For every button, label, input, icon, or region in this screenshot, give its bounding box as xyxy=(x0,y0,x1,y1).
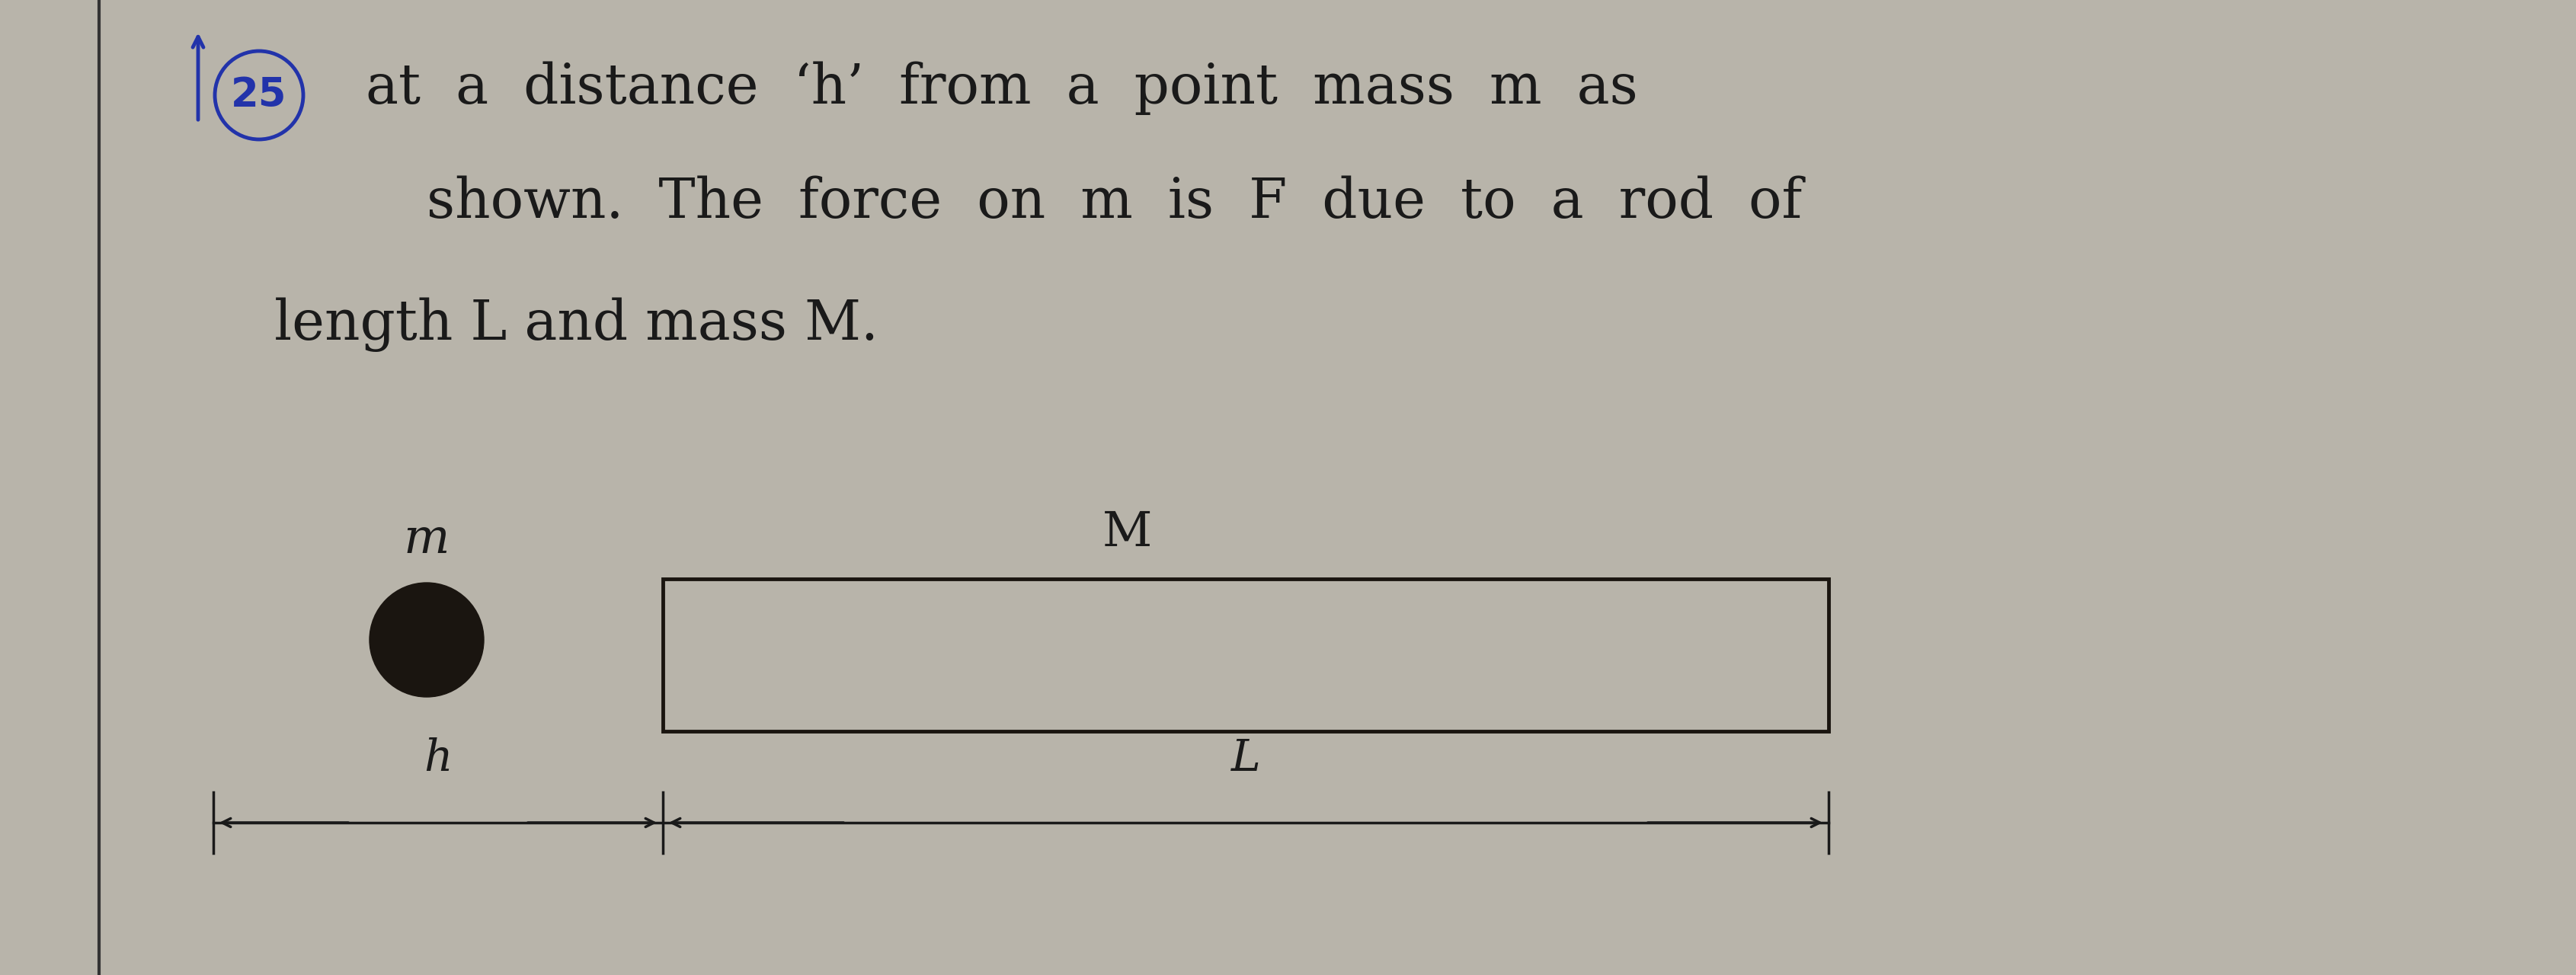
Text: m: m xyxy=(404,517,451,564)
Text: at  a  distance  ‘h’  from  a  point  mass  m  as: at a distance ‘h’ from a point mass m as xyxy=(366,60,1638,115)
Bar xyxy=(662,579,1829,731)
Text: h: h xyxy=(425,738,453,781)
Text: M: M xyxy=(1103,510,1151,556)
Ellipse shape xyxy=(368,583,484,697)
Text: 25: 25 xyxy=(232,75,286,115)
Text: length L and mass M.: length L and mass M. xyxy=(273,297,878,352)
Text: shown.  The  force  on  m  is  F  due  to  a  rod  of: shown. The force on m is F due to a rod … xyxy=(428,175,1803,229)
Text: L: L xyxy=(1231,738,1260,781)
